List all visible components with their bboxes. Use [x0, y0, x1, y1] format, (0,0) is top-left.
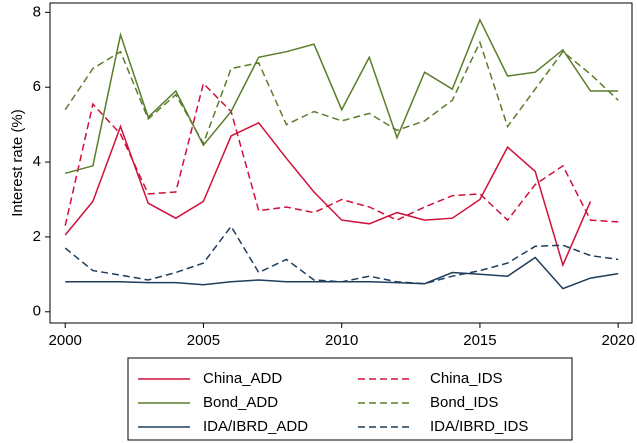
legend-box: [127, 357, 573, 441]
y-tick-label: 0: [33, 303, 41, 320]
series-line: [64, 121, 592, 268]
series-line: [65, 17, 619, 175]
plot-frame: [49, 2, 633, 324]
x-tick-label: 2015: [463, 332, 496, 349]
legend-label: IDA/IBRD_IDS: [430, 418, 528, 435]
legend-label: China_ADD: [203, 370, 282, 387]
x-tick-label: 2000: [49, 332, 82, 349]
x-tick-label: 2010: [325, 332, 358, 349]
x-tick-label: 2020: [601, 332, 634, 349]
y-tick-label: 4: [33, 153, 41, 170]
series-line: [64, 225, 619, 285]
legend-label: Bond_IDS: [430, 394, 498, 411]
y-tick-label: 8: [33, 3, 41, 20]
legend-label: Bond_ADD: [203, 394, 278, 411]
y-tick-label: 2: [33, 228, 41, 245]
legend-label: China_IDS: [430, 370, 503, 387]
series-line: [64, 82, 619, 226]
legend-label: IDA/IBRD_ADD: [203, 418, 308, 435]
x-tick-label: 2005: [187, 332, 220, 349]
series-line: [65, 256, 619, 290]
y-tick-label: 6: [33, 78, 41, 95]
series-line: [64, 40, 619, 146]
y-axis-label: Interest rate (%): [9, 109, 26, 217]
